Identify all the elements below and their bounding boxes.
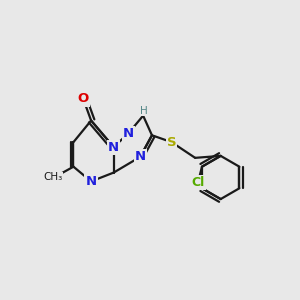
Text: Cl: Cl	[191, 176, 205, 189]
Text: H: H	[140, 106, 148, 116]
Text: N: N	[135, 150, 146, 164]
Text: N: N	[85, 175, 97, 188]
Text: O: O	[78, 92, 89, 106]
Text: S: S	[167, 136, 176, 148]
Text: CH₃: CH₃	[43, 172, 62, 182]
Text: N: N	[123, 127, 134, 140]
Text: N: N	[108, 141, 119, 154]
